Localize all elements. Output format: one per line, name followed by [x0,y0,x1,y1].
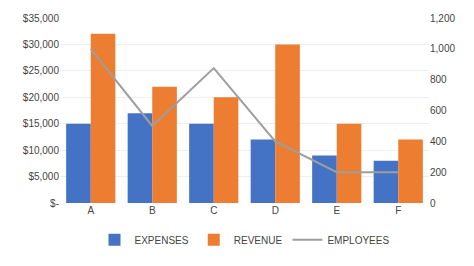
svg-text:$35,000: $35,000 [23,13,60,24]
svg-text:E: E [333,205,340,216]
svg-text:1,000: 1,000 [430,43,455,54]
svg-text:D: D [272,205,279,216]
svg-text:$-: $- [50,198,59,209]
svg-text:200: 200 [430,167,447,178]
svg-text:400: 400 [430,136,447,147]
svg-text:EXPENSES: EXPENSES [135,235,189,246]
svg-text:600: 600 [430,105,447,116]
svg-text:REVENUE: REVENUE [234,235,283,246]
svg-text:B: B [149,205,156,216]
svg-text:$15,000: $15,000 [23,118,60,129]
svg-text:C: C [210,205,217,216]
svg-text:$20,000: $20,000 [23,92,60,103]
svg-text:$10,000: $10,000 [23,145,60,156]
svg-text:A: A [87,205,94,216]
svg-text:$5,000: $5,000 [28,171,59,182]
svg-text:800: 800 [430,74,447,85]
svg-text:$30,000: $30,000 [23,39,60,50]
svg-text:0: 0 [430,198,436,209]
svg-text:EMPLOYEES: EMPLOYEES [327,235,389,246]
svg-text:$25,000: $25,000 [23,65,60,76]
svg-text:F: F [395,205,401,216]
svg-text:1,200: 1,200 [430,13,455,24]
